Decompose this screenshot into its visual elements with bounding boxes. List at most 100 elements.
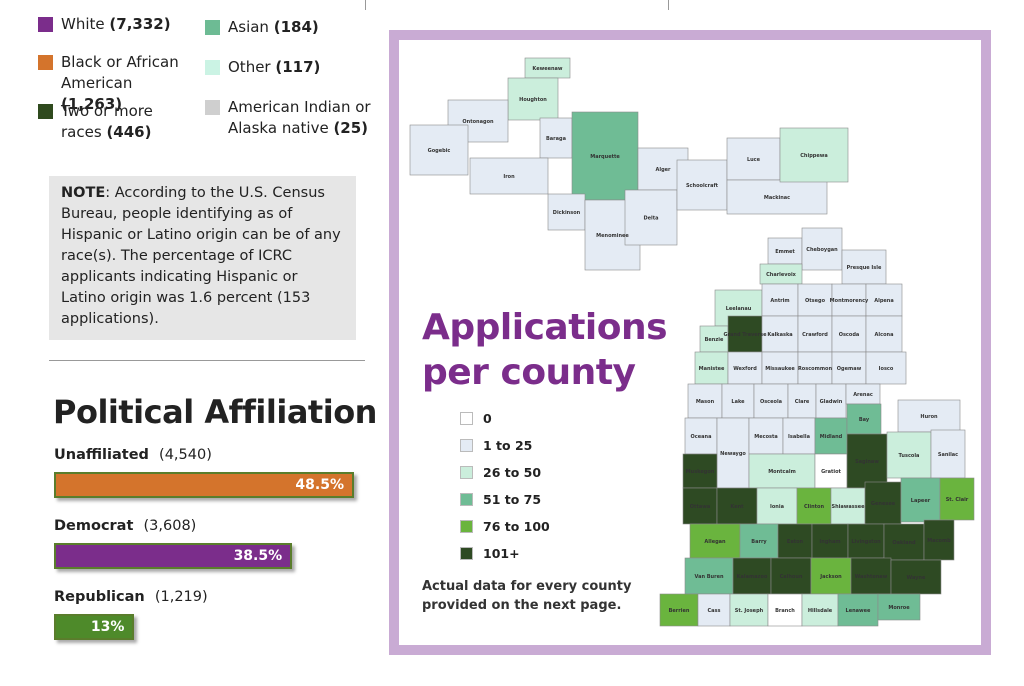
bar-count: (1,219) — [154, 589, 208, 605]
legend-count: (7,332) — [109, 15, 171, 33]
county-label: Houghton — [519, 97, 547, 103]
county-label: Alpena — [874, 298, 894, 304]
county — [939, 477, 975, 521]
legend-count: (1,263) — [61, 95, 123, 113]
county-label: Crawford — [802, 332, 828, 338]
county — [767, 593, 803, 627]
bar-count: (3,608) — [143, 518, 197, 534]
county-label: Mackinac — [764, 195, 790, 201]
swatch — [38, 55, 53, 70]
county-label: St. Joseph — [735, 608, 764, 614]
bar-value-label: 13% — [90, 619, 125, 635]
county — [811, 523, 849, 559]
map-caption: Actual data for every county provided on… — [422, 579, 632, 613]
county — [814, 417, 848, 455]
county-label: Livingston — [851, 539, 881, 545]
county-label: Lenawee — [846, 608, 872, 614]
legend-label: 76 to 100 — [483, 519, 550, 534]
legend-count: (25) — [333, 119, 369, 137]
legend-label: 0 — [483, 411, 492, 426]
county-label: Delta — [643, 216, 658, 222]
legend-text: Two or more races (446) — [61, 101, 188, 143]
note-text: : According to the U.S. Census Bureau, p… — [61, 185, 341, 327]
bar: 38.5% — [54, 543, 293, 569]
county — [739, 523, 779, 559]
legend-label: 101+ — [483, 546, 520, 561]
county-label: Grand Traverse — [723, 332, 767, 338]
swatch — [38, 104, 53, 119]
county-label: Alcona — [875, 332, 894, 338]
bar-name: Republican — [54, 589, 145, 605]
county-label: Sanilac — [938, 452, 958, 458]
county-label: Macomb — [927, 538, 951, 544]
county — [694, 351, 729, 385]
county-label: Montcalm — [768, 469, 796, 475]
county-label: Allegan — [704, 539, 726, 545]
county — [890, 559, 942, 595]
county-label: Chippewa — [800, 153, 828, 159]
county — [831, 351, 867, 385]
county — [830, 487, 866, 525]
county — [659, 593, 699, 627]
county-label: Eaton — [787, 539, 804, 545]
county-label: Monroe — [888, 605, 910, 611]
legend-item: 26 to 50 — [460, 465, 541, 480]
legend-label: 1 to 25 — [483, 438, 533, 453]
county-label: Isabella — [788, 434, 810, 440]
legend-label: 51 to 75 — [483, 492, 542, 507]
county-label: Otsego — [805, 298, 826, 304]
county-label: Charlevoix — [766, 272, 797, 278]
county — [716, 487, 758, 525]
legend-item: Two or more races (446) — [38, 101, 188, 143]
county-label: Roscommon — [798, 366, 833, 372]
county — [897, 399, 961, 433]
county-label: Washtenaw — [855, 574, 888, 580]
county-label: St. Clair — [946, 497, 969, 503]
bar-label: Unaffiliated (4,540) — [54, 447, 212, 463]
county-label: Saginaw — [855, 459, 879, 465]
county-label: Schoolcraft — [686, 183, 719, 189]
legend-item: 0 — [460, 411, 492, 426]
county-label: Lake — [731, 399, 745, 405]
county — [761, 315, 799, 353]
map-frame — [389, 30, 991, 655]
county-label: Tuscola — [899, 453, 920, 459]
county — [409, 124, 469, 176]
swatch — [460, 466, 473, 479]
county — [748, 453, 816, 489]
county — [770, 557, 812, 595]
legend-label: Black or African American — [61, 53, 179, 92]
county — [761, 283, 799, 317]
legend-label: Other — [228, 58, 271, 76]
county-label: Midland — [820, 434, 843, 440]
swatch — [205, 20, 220, 35]
county-label: Iosco — [879, 366, 894, 372]
county — [831, 315, 867, 353]
county-label: Leelanau — [726, 306, 752, 312]
legend-item: 51 to 75 — [460, 492, 541, 507]
note-lead: NOTE — [61, 185, 106, 201]
county-label: Clinton — [804, 504, 824, 510]
county — [865, 351, 907, 385]
county — [676, 159, 728, 211]
county-label: Keweenaw — [532, 66, 563, 72]
legend-item: 76 to 100 — [460, 519, 550, 534]
county — [547, 193, 586, 231]
county-label: Antrim — [770, 298, 789, 304]
divider — [365, 0, 366, 10]
county-label: Barry — [751, 539, 767, 545]
county-label: Jackson — [819, 574, 842, 580]
county-label: Wexford — [733, 366, 757, 372]
county — [846, 433, 888, 489]
legend-item: Black or African American (1,263) — [38, 52, 188, 115]
county — [727, 315, 763, 353]
county — [900, 477, 941, 523]
county — [726, 179, 828, 215]
county-label: Huron — [920, 414, 938, 420]
map-title: Applications per county — [422, 307, 668, 393]
county — [748, 417, 784, 455]
county-label: Mecosta — [754, 434, 778, 440]
county — [831, 283, 867, 317]
